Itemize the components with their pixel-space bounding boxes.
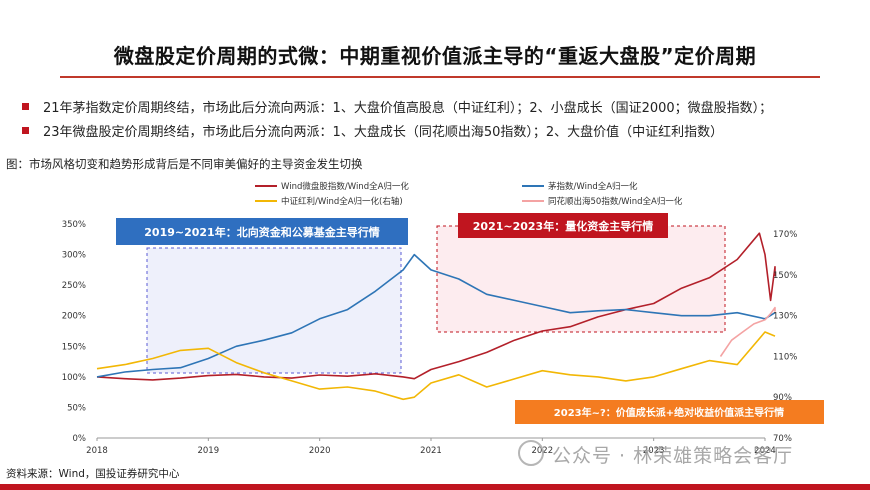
annotation-2019-2021: 2019~2021年：北向资金和公募基金主导行情 bbox=[116, 218, 408, 245]
axis-layer: 0% 50% 100% 150% 200% 250% 300% 350% 70% 90% 110% 1… bbox=[62, 220, 798, 456]
annotation-box-orange bbox=[515, 400, 824, 424]
legend-label-mao: 茅指数/Wind全A归一化 bbox=[548, 181, 638, 192]
watermark-text: 公众号 · 林荣雄策略会客厅 bbox=[552, 445, 794, 467]
y-right-tick-label: 170% bbox=[773, 230, 797, 240]
series-line-4 bbox=[719, 306, 776, 357]
y-left-tick-label: 250% bbox=[62, 281, 86, 291]
x-tick-label: 2021 bbox=[420, 446, 442, 456]
annotation-box-blue bbox=[116, 218, 408, 245]
y-left-tick-label: 50% bbox=[67, 403, 86, 413]
legend-label-micro: Wind微盘股指数/Wind全A归一化 bbox=[281, 181, 409, 192]
chart: 0% 50% 100% 150% 200% 250% 300% 350% 70% 90% 110% 1… bbox=[62, 181, 824, 456]
regime-box-2019-2021 bbox=[146, 247, 402, 374]
bullet-item-1: 21年茅指数定价周期终结，市场此后分流向两派：1、大盘价值高股息（中证红利）；2… bbox=[22, 97, 772, 116]
y-right-tick-label: 90% bbox=[773, 393, 792, 403]
legend-label-overseas: 同花顺出海50指数/Wind全A归一化 bbox=[548, 196, 683, 207]
bullet-text-2: 23年微盘股定价周期终结，市场此后分流向两派：1、大盘成长（同花顺出海50指数）… bbox=[43, 125, 724, 140]
bullet-item-2: 23年微盘股定价周期终结，市场此后分流向两派：1、大盘成长（同花顺出海50指数）… bbox=[22, 121, 723, 140]
source-note: 资料来源：Wind，国投证券研究中心 bbox=[6, 468, 180, 480]
x-tick-label: 2024 bbox=[754, 446, 776, 456]
y-right-tick-label: 110% bbox=[773, 353, 797, 363]
footer-accent-bar bbox=[0, 484, 870, 490]
legend-label-dividend: 中证红利/Wind全A归一化(右轴) bbox=[281, 196, 403, 207]
page-title: 微盘股定价周期的式微：中期重视价值派主导的“重返大盘股”定价周期 bbox=[113, 44, 757, 68]
x-tick-label: 2020 bbox=[309, 446, 331, 456]
y-right-tick-label: 130% bbox=[773, 312, 797, 322]
y-right-tick-label: 70% bbox=[773, 434, 792, 444]
annotation-box-red bbox=[458, 213, 668, 238]
bullet-square-icon bbox=[22, 127, 29, 134]
series-line-2 bbox=[96, 253, 776, 378]
legend: Wind微盘股指数/Wind全A归一化 茅指数/Wind全A归一化 中证红利/W… bbox=[255, 181, 683, 207]
bullet-text-1: 21年茅指数定价周期终结，市场此后分流向两派：1、大盘价值高股息（中证红利）；2… bbox=[43, 101, 773, 116]
series-line-1 bbox=[96, 232, 776, 381]
y-left-tick-label: 350% bbox=[62, 220, 86, 230]
x-tick-label: 2023 bbox=[643, 446, 665, 456]
bullet-square-icon bbox=[22, 103, 29, 110]
y-right-tick-label: 150% bbox=[773, 271, 797, 281]
y-left-tick-label: 0% bbox=[73, 434, 87, 444]
x-tick-label: 2019 bbox=[197, 446, 219, 456]
series-line-3 bbox=[96, 331, 776, 401]
title-divider bbox=[60, 76, 820, 78]
x-tick-label: 2018 bbox=[86, 446, 108, 456]
series-layer bbox=[96, 232, 776, 401]
y-left-tick-label: 300% bbox=[62, 251, 86, 261]
annotation-text-2: 2021~2023年：量化资金主导行情 bbox=[473, 219, 653, 233]
annotation-2023-now: 2023年~?：价值成长派+绝对收益价值派主导行情 bbox=[515, 400, 824, 424]
y-left-tick-label: 100% bbox=[62, 373, 86, 383]
regime-box-2021-2023 bbox=[436, 225, 726, 333]
y-left-tick-label: 200% bbox=[62, 312, 86, 322]
y-left-tick-label: 150% bbox=[62, 342, 86, 352]
annotation-text-3: 2023年~?：价值成长派+绝对收益价值派主导行情 bbox=[554, 406, 784, 419]
annotation-text-1: 2019~2021年：北向资金和公募基金主导行情 bbox=[144, 225, 379, 239]
figure-caption: 图：市场风格切变和趋势形成背后是不同审美偏好的主导资金发生切换 bbox=[6, 157, 363, 171]
watermark: 公众号 · 林荣雄策略会客厅 bbox=[518, 440, 793, 468]
wechat-icon bbox=[518, 440, 544, 466]
annotation-2021-2023: 2021~2023年：量化资金主导行情 bbox=[458, 213, 668, 238]
